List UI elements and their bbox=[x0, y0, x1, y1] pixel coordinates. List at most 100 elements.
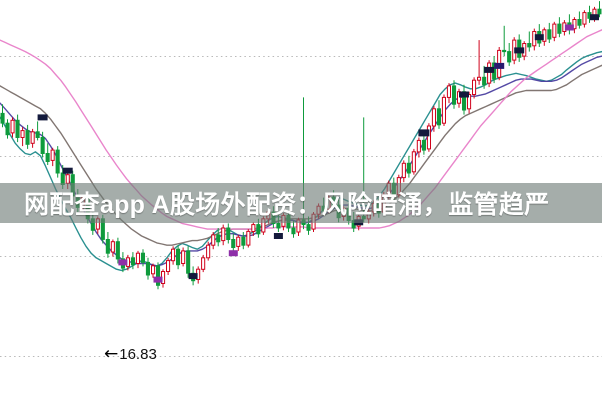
candle-67 bbox=[336, 199, 341, 223]
trade-marker-11 bbox=[494, 62, 505, 69]
candle-57 bbox=[286, 210, 291, 232]
candle-14 bbox=[70, 170, 75, 201]
candle-92 bbox=[462, 84, 467, 115]
candle-45 bbox=[226, 223, 231, 244]
candle-54 bbox=[271, 206, 276, 228]
candle-8 bbox=[40, 131, 45, 158]
candle-26 bbox=[130, 252, 135, 270]
candle-28 bbox=[140, 249, 145, 267]
candle-22 bbox=[110, 239, 115, 257]
candle-11 bbox=[55, 146, 60, 178]
candle-100 bbox=[502, 25, 507, 57]
candle-1 bbox=[5, 119, 10, 139]
candle-81 bbox=[406, 155, 411, 178]
ma-line-ma5 bbox=[0, 50, 602, 272]
candle-110 bbox=[552, 21, 557, 42]
candle-88 bbox=[441, 94, 446, 126]
trade-marker-8 bbox=[418, 129, 430, 137]
candle-111 bbox=[557, 17, 562, 38]
candle-7 bbox=[35, 121, 40, 141]
candle-41 bbox=[206, 241, 211, 261]
trade-marker-5 bbox=[228, 250, 238, 257]
candle-51 bbox=[256, 218, 261, 238]
candle-114 bbox=[572, 17, 577, 34]
candle-36 bbox=[181, 247, 186, 267]
candle-69 bbox=[346, 203, 351, 225]
ma-line-ma20 bbox=[0, 64, 602, 246]
trade-marker-1 bbox=[62, 167, 73, 174]
trade-marker-0 bbox=[37, 114, 48, 121]
candle-83 bbox=[416, 137, 421, 158]
candle-60 bbox=[301, 97, 306, 230]
candle-94 bbox=[472, 77, 477, 99]
candle-80 bbox=[401, 160, 406, 183]
candle-43 bbox=[216, 228, 221, 247]
trade-marker-14 bbox=[564, 24, 574, 31]
candle-62 bbox=[311, 212, 316, 232]
candle-10 bbox=[50, 147, 55, 167]
candle-13 bbox=[65, 171, 70, 189]
candle-16 bbox=[80, 194, 85, 211]
candle-97 bbox=[487, 60, 492, 88]
candle-109 bbox=[547, 22, 552, 43]
candle-0 bbox=[0, 104, 5, 128]
candle-105 bbox=[527, 31, 532, 52]
candle-87 bbox=[436, 100, 441, 129]
candlestick-layer bbox=[0, 1, 602, 290]
candle-82 bbox=[411, 148, 416, 175]
candle-78 bbox=[391, 177, 396, 201]
candle-68 bbox=[341, 206, 346, 221]
price-callout: ← 16.83 bbox=[104, 346, 157, 363]
trade-marker-12 bbox=[514, 47, 525, 54]
candle-2 bbox=[10, 117, 15, 138]
candle-47 bbox=[236, 234, 241, 251]
candle-52 bbox=[261, 216, 266, 235]
candle-4 bbox=[20, 127, 25, 147]
grid-layer bbox=[0, 56, 602, 357]
candle-59 bbox=[296, 217, 301, 236]
candle-56 bbox=[281, 213, 286, 231]
trade-marker-4 bbox=[188, 273, 198, 280]
candle-17 bbox=[85, 193, 90, 224]
candle-6 bbox=[30, 128, 35, 148]
candle-76 bbox=[381, 191, 386, 215]
trade-marker-10 bbox=[484, 66, 495, 73]
candle-27 bbox=[135, 250, 140, 269]
ma-line-ma10 bbox=[0, 55, 602, 267]
trade-marker-6 bbox=[273, 233, 283, 239]
trade-marker-2 bbox=[118, 259, 128, 266]
candle-113 bbox=[567, 14, 572, 35]
candle-5 bbox=[25, 124, 30, 149]
candle-40 bbox=[201, 254, 206, 273]
candle-85 bbox=[426, 123, 431, 152]
candle-35 bbox=[176, 245, 181, 270]
trade-marker-9 bbox=[459, 91, 469, 98]
price-arrow-icon: ← bbox=[104, 344, 119, 364]
candle-44 bbox=[221, 224, 226, 246]
trade-marker-13 bbox=[534, 34, 544, 41]
candle-42 bbox=[211, 232, 216, 250]
candle-89 bbox=[446, 83, 451, 104]
candle-48 bbox=[241, 232, 246, 250]
candle-30 bbox=[151, 263, 156, 278]
candle-65 bbox=[326, 194, 331, 214]
candle-15 bbox=[75, 189, 80, 212]
candle-64 bbox=[321, 197, 326, 215]
candle-19 bbox=[95, 216, 100, 234]
candle-115 bbox=[577, 11, 582, 29]
moving-average-layer bbox=[0, 29, 602, 272]
candle-95 bbox=[477, 40, 482, 85]
trade-marker-3 bbox=[153, 276, 163, 283]
candle-3 bbox=[15, 114, 20, 143]
candle-86 bbox=[431, 106, 436, 132]
trade-marker-7 bbox=[354, 219, 364, 226]
candle-18 bbox=[90, 212, 95, 235]
trade-marker-15 bbox=[590, 14, 599, 21]
candle-93 bbox=[467, 91, 472, 114]
candle-46 bbox=[231, 233, 236, 253]
candle-75 bbox=[376, 197, 381, 218]
candle-21 bbox=[105, 232, 110, 258]
candle-20 bbox=[100, 214, 105, 244]
